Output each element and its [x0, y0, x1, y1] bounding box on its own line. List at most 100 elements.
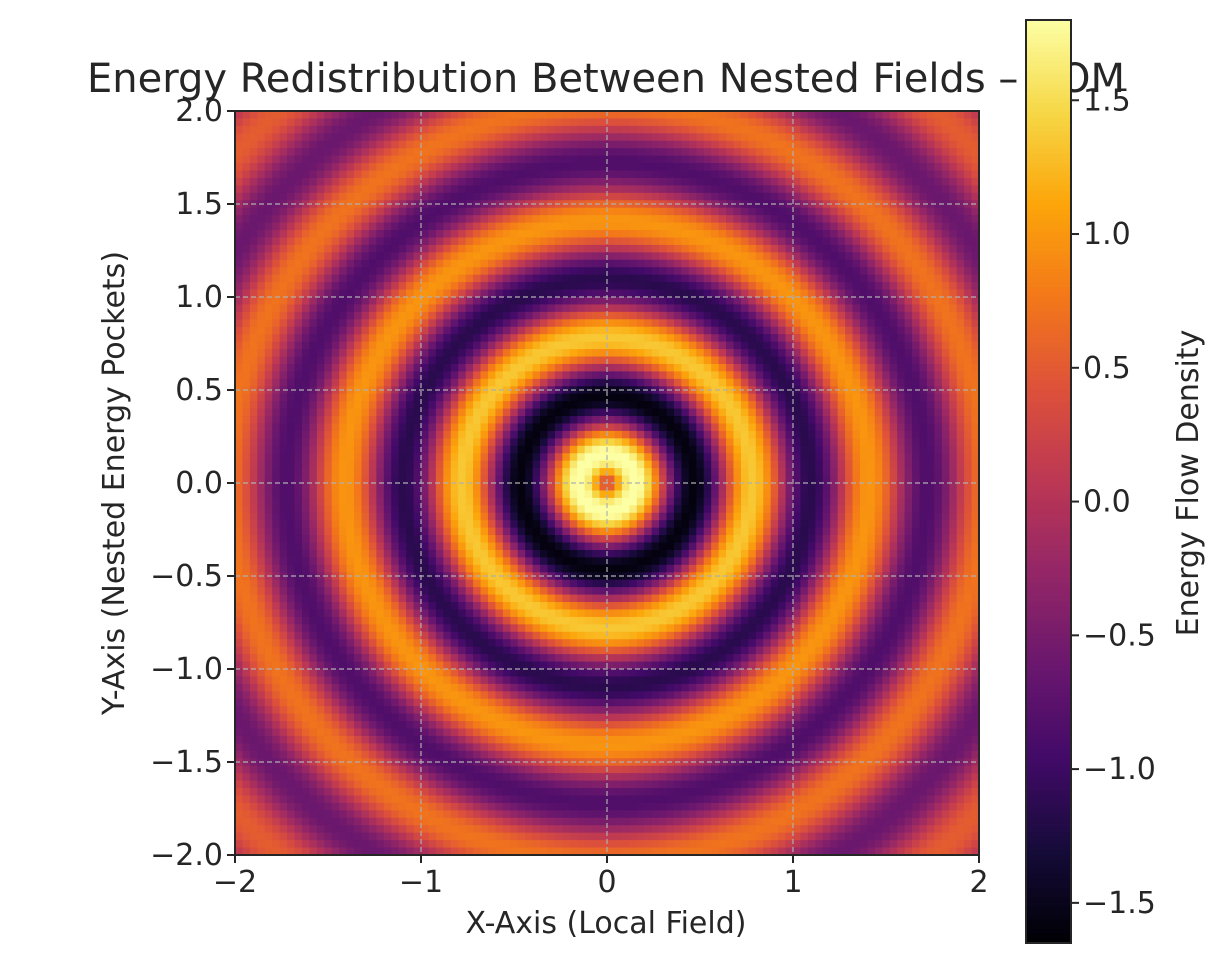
- heatmap-cell: [621, 177, 630, 186]
- heatmap-cell: [354, 148, 363, 157]
- heatmap-cell: [450, 140, 459, 149]
- heatmap-cell: [368, 341, 377, 350]
- heatmap-cell: [235, 274, 244, 283]
- heatmap-cell: [383, 334, 392, 343]
- heatmap-cell: [845, 408, 854, 417]
- heatmap-cell: [934, 177, 943, 186]
- heatmap-cell: [584, 215, 593, 224]
- heatmap-cell: [748, 163, 757, 172]
- heatmap-cell: [703, 170, 712, 179]
- heatmap-cell: [793, 304, 802, 313]
- heatmap-cell: [793, 371, 802, 380]
- heatmap-cell: [487, 177, 496, 186]
- heatmap-cell: [235, 170, 244, 179]
- heatmap-cell: [540, 148, 549, 157]
- heatmap-cell: [428, 386, 437, 395]
- heatmap-cell: [859, 222, 868, 231]
- heatmap-cell: [406, 185, 415, 194]
- heatmap-cell: [316, 200, 325, 209]
- heatmap-cell: [822, 177, 831, 186]
- heatmap-cell: [607, 319, 616, 328]
- heatmap-cell: [294, 430, 303, 439]
- heatmap-cell: [502, 177, 511, 186]
- heatmap-cell: [495, 170, 504, 179]
- heatmap-cell: [599, 319, 608, 328]
- heatmap-cell: [740, 118, 749, 127]
- heatmap-cell: [666, 356, 675, 365]
- heatmap-cell: [510, 230, 519, 239]
- heatmap-cell: [949, 416, 958, 425]
- heatmap-cell: [733, 259, 742, 268]
- heatmap-cell: [859, 289, 868, 298]
- heatmap-cell: [264, 341, 273, 350]
- heatmap-cell: [413, 356, 422, 365]
- heatmap-cell: [956, 297, 965, 306]
- heatmap-cell: [473, 252, 482, 261]
- heatmap-cell: [599, 311, 608, 320]
- heatmap-cell: [339, 259, 348, 268]
- heatmap-cell: [956, 148, 965, 157]
- heatmap-cell: [406, 423, 415, 432]
- heatmap-cell: [703, 393, 712, 402]
- heatmap-cell: [740, 259, 749, 268]
- heatmap-cell: [793, 230, 802, 239]
- heatmap-cell: [502, 230, 511, 239]
- heatmap-cell: [540, 349, 549, 358]
- heatmap-cell: [525, 430, 534, 439]
- heatmap-cell: [339, 118, 348, 127]
- heatmap-cell: [577, 311, 586, 320]
- heatmap-cell: [376, 230, 385, 239]
- heatmap-cell: [339, 177, 348, 186]
- heatmap-cell: [547, 371, 556, 380]
- heatmap-cell: [391, 207, 400, 216]
- heatmap-cell: [391, 319, 400, 328]
- heatmap-cell: [517, 200, 526, 209]
- heatmap-cell: [458, 259, 467, 268]
- heatmap-cell: [249, 356, 258, 365]
- heatmap-cell: [621, 282, 630, 291]
- heatmap-cell: [726, 215, 735, 224]
- heatmap-cell: [316, 282, 325, 291]
- heatmap-cell: [852, 237, 861, 246]
- heatmap-cell: [718, 259, 727, 268]
- heatmap-cell: [949, 371, 958, 380]
- heatmap-cell: [926, 438, 935, 447]
- heatmap-cell: [733, 445, 742, 454]
- heatmap-cell: [673, 363, 682, 372]
- heatmap-cell: [718, 244, 727, 253]
- heatmap-cell: [450, 356, 459, 365]
- heatmap-cell: [748, 349, 757, 358]
- heatmap-cell: [301, 230, 310, 239]
- heatmap-cell: [852, 148, 861, 157]
- heatmap-cell: [659, 378, 668, 387]
- heatmap-cell: [249, 259, 258, 268]
- heatmap-cell: [882, 289, 891, 298]
- heatmap-cell: [517, 274, 526, 283]
- heatmap-cell: [577, 334, 586, 343]
- heatmap-cell: [621, 215, 630, 224]
- heatmap-cell: [688, 475, 697, 484]
- heatmap-cell: [301, 267, 310, 276]
- heatmap-cell: [510, 170, 519, 179]
- heatmap-cell: [465, 416, 474, 425]
- heatmap-cell: [495, 468, 504, 477]
- heatmap-cell: [502, 334, 511, 343]
- heatmap-cell: [562, 215, 571, 224]
- heatmap-cell: [354, 393, 363, 402]
- heatmap-cell: [547, 230, 556, 239]
- heatmap-cell: [398, 416, 407, 425]
- heatmap-cell: [889, 326, 898, 335]
- heatmap-cell: [569, 177, 578, 186]
- heatmap-cell: [599, 282, 608, 291]
- heatmap-cell: [368, 475, 377, 484]
- heatmap-cell: [941, 378, 950, 387]
- heatmap-cell: [577, 230, 586, 239]
- heatmap-cell: [852, 341, 861, 350]
- heatmap-cell: [659, 438, 668, 447]
- heatmap-cell: [703, 468, 712, 477]
- heatmap-cell: [413, 378, 422, 387]
- heatmap-cell: [740, 252, 749, 261]
- heatmap-cell: [793, 170, 802, 179]
- heatmap-cell: [324, 148, 333, 157]
- heatmap-cell: [413, 363, 422, 372]
